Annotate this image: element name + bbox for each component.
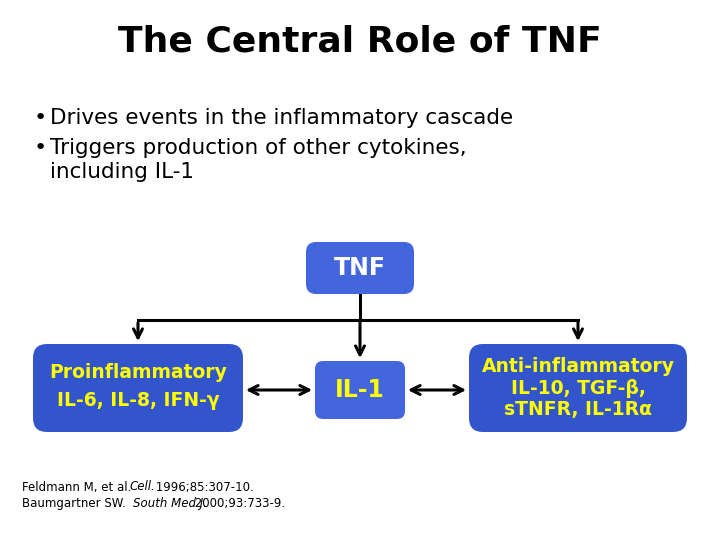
Text: TNF: TNF xyxy=(334,256,386,280)
Text: •: • xyxy=(34,108,48,128)
FancyBboxPatch shape xyxy=(306,242,414,294)
Text: sTNFR, IL-1Rα: sTNFR, IL-1Rα xyxy=(504,401,652,420)
FancyBboxPatch shape xyxy=(33,344,243,432)
Text: including IL-1: including IL-1 xyxy=(50,162,194,182)
Text: 1996;85:307-10.: 1996;85:307-10. xyxy=(152,481,253,494)
Text: Drives events in the inflammatory cascade: Drives events in the inflammatory cascad… xyxy=(50,108,513,128)
FancyBboxPatch shape xyxy=(469,344,687,432)
Text: Cell.: Cell. xyxy=(130,481,156,494)
Text: IL-10, TGF-β,: IL-10, TGF-β, xyxy=(510,379,645,397)
Text: Anti-inflammatory: Anti-inflammatory xyxy=(482,356,675,375)
Text: •: • xyxy=(34,138,48,158)
Text: IL-1: IL-1 xyxy=(335,378,385,402)
Text: Baumgartner SW.: Baumgartner SW. xyxy=(22,496,130,510)
FancyBboxPatch shape xyxy=(315,361,405,419)
Text: Feldmann M, et al.: Feldmann M, et al. xyxy=(22,481,135,494)
Text: The Central Role of TNF: The Central Role of TNF xyxy=(118,25,602,59)
Text: Triggers production of other cytokines,: Triggers production of other cytokines, xyxy=(50,138,467,158)
Text: IL-6, IL-8, IFN-γ: IL-6, IL-8, IFN-γ xyxy=(57,392,220,410)
Text: 2000;93:733-9.: 2000;93:733-9. xyxy=(191,496,285,510)
Text: Proinflammatory: Proinflammatory xyxy=(49,363,227,382)
Text: South Med J.: South Med J. xyxy=(133,496,207,510)
